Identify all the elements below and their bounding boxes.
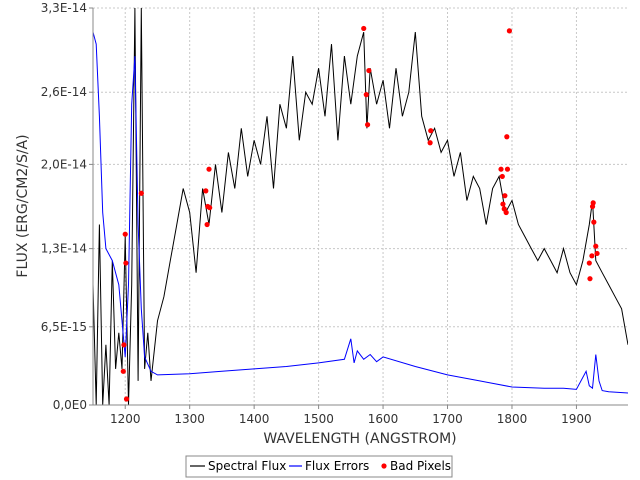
bad-pixel-point: [361, 25, 367, 32]
x-tick-label: 1400: [239, 412, 270, 426]
y-axis-title: FLUX (ERG/CM2/S/A): [15, 134, 31, 277]
legend-box: [185, 455, 453, 478]
bad-pixel-point: [204, 221, 210, 228]
x-tick-label: 1800: [497, 412, 528, 426]
bad-pixel-point: [364, 122, 371, 128]
axes: [92, 8, 628, 406]
bad-pixel-point: [499, 173, 505, 180]
bad-pixel-point: [363, 92, 369, 98]
y-tick-label: 2,0E-14: [41, 157, 87, 171]
x-tick-labels: 1200 1300 1400 1500 1600 1700 1800 1900: [110, 412, 592, 426]
series-line-spectral-flux: [93, 8, 628, 405]
x-tick-label: 1700: [432, 412, 463, 426]
bad-pixel-point: [593, 243, 599, 249]
bad-pixel-point: [506, 28, 512, 34]
bad-pixel-point: [123, 260, 129, 266]
series-layer: [93, 8, 628, 405]
bad-pixel-point: [587, 276, 593, 282]
legend: Spectral Flux Flux Errors Bad Pixels: [185, 455, 453, 478]
bad-pixel-point: [207, 205, 213, 211]
bad-pixel-point: [121, 342, 127, 348]
x-tick-label: 1300: [174, 412, 205, 426]
bad-pixel-point: [502, 193, 508, 199]
x-tick-label: 1200: [110, 412, 141, 426]
y-tick-label: 1,3E-14: [41, 242, 87, 256]
x-tick-label: 1600: [368, 412, 399, 426]
plot-area: [93, 8, 628, 405]
bad-pixel-point: [427, 140, 433, 146]
legend-swatch-bad-pixels: [381, 463, 387, 469]
y-tick-label: 0,0E0: [53, 398, 87, 412]
x-tick-label: 1900: [561, 412, 592, 426]
grid: [89, 7, 628, 409]
bad-pixel-point: [504, 134, 510, 140]
bad-pixel-point: [586, 260, 592, 266]
legend-label-flux-errors: Flux Errors: [305, 459, 369, 473]
y-tick-labels: 0,0E0 6,5E-15 1,3E-14 2,0E-14 2,6E-14 3,3E-14: [41, 1, 87, 412]
y-tick-label: 2,6E-14: [41, 85, 87, 99]
x-axis-title: WAVELENGTH (ANGSTROM): [263, 431, 456, 447]
bad-pixel-point: [122, 231, 128, 237]
bad-pixel-point: [591, 219, 597, 225]
bad-pixel-point: [590, 200, 596, 206]
bad-pixel-point: [366, 67, 372, 74]
series-line-flux-errors: [93, 31, 628, 394]
bad-pixel-point: [428, 128, 434, 134]
bad-pixel-point: [206, 166, 212, 172]
bad-pixel-point: [500, 201, 506, 207]
legend-label-bad-pixels: Bad Pixels: [390, 459, 451, 473]
legend-label-spectral-flux: Spectral Flux: [208, 459, 286, 473]
bad-pixel-point: [138, 190, 144, 196]
bad-pixel-point: [594, 250, 600, 257]
bad-pixel-point: [503, 209, 509, 216]
x-tick-label: 1500: [303, 412, 334, 426]
bad-pixel-point: [498, 166, 504, 172]
bad-pixel-point: [589, 253, 595, 259]
y-tick-label: 6,5E-15: [41, 320, 87, 334]
bad-pixel-point: [203, 188, 209, 194]
bad-pixel-point: [504, 166, 511, 172]
bad-pixel-point: [123, 396, 130, 402]
series-bad-pixels: [120, 25, 600, 402]
y-tick-label: 3,3E-14: [41, 1, 87, 15]
bad-pixel-point: [120, 368, 126, 374]
